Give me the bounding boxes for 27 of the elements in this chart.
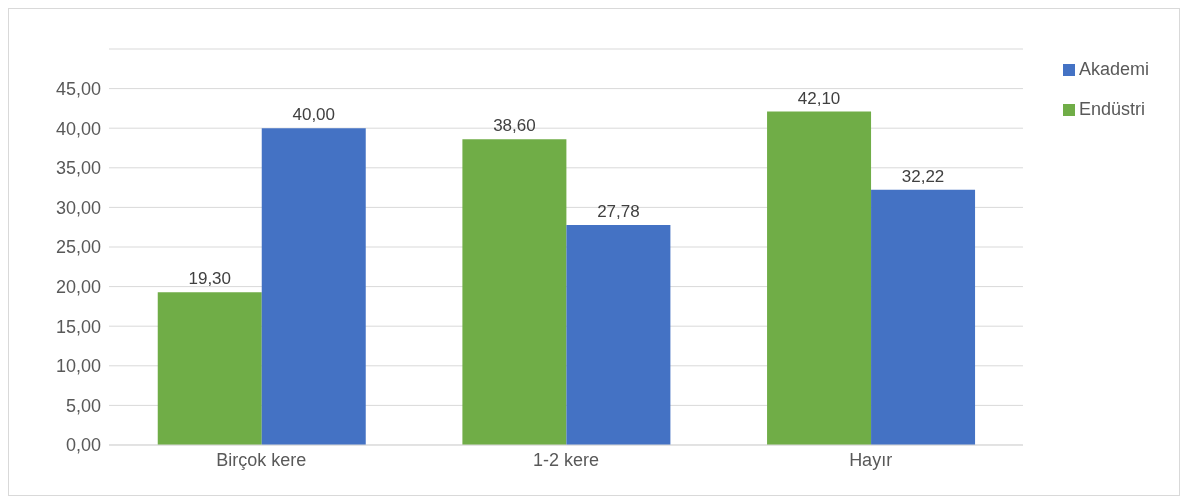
bar (261, 128, 366, 445)
y-tick-label: 0,00 (65, 435, 101, 456)
data-label: 40,00 (292, 105, 336, 125)
legend-label: Endüstri (1078, 99, 1146, 119)
bar (566, 224, 671, 445)
y-tick-label: 5,00 (65, 395, 101, 416)
legend-label: Akademi (1078, 59, 1149, 79)
y-tick-label: 10,00 (55, 356, 101, 377)
y-tick-label: 30,00 (55, 197, 101, 218)
x-tick-label: 1-2 kere (532, 449, 600, 470)
bar (157, 292, 262, 445)
data-label: 32,22 (901, 166, 945, 186)
y-tick-label: 35,00 (55, 158, 101, 179)
x-tick-label: Hayır (849, 449, 893, 470)
y-tick-label: 25,00 (55, 237, 101, 258)
data-label: 38,60 (493, 116, 536, 136)
bar (871, 189, 976, 445)
data-label: 19,30 (188, 269, 232, 289)
y-tick-label: 45,00 (55, 78, 101, 99)
y-tick-label: 15,00 (55, 316, 101, 337)
bar (767, 111, 872, 445)
y-tick-label: 40,00 (55, 118, 101, 139)
data-label: 42,10 (797, 88, 841, 108)
x-tick-label: Birçok kere (216, 449, 307, 470)
bar (462, 139, 567, 445)
data-label: 27,78 (597, 201, 640, 221)
y-tick-label: 20,00 (55, 276, 101, 297)
